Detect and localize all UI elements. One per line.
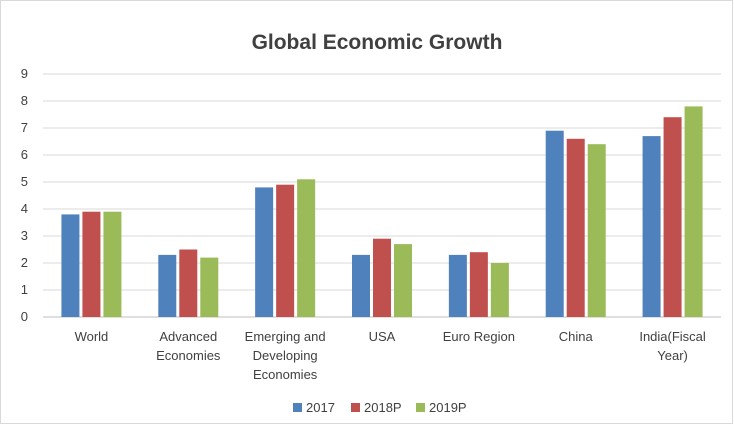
bar-2017 xyxy=(61,214,80,317)
bar-2018p xyxy=(663,117,682,317)
bar-2019p xyxy=(684,106,703,318)
x-category-label: Economies xyxy=(253,367,318,382)
bar-2018p xyxy=(179,249,198,317)
bar-2018p xyxy=(276,184,295,317)
gridlines xyxy=(43,73,721,318)
legend: 2017 2018P 2019P xyxy=(293,400,467,415)
y-tick-label: 6 xyxy=(21,147,28,162)
x-category-label: Economies xyxy=(156,348,221,363)
x-category-label: India(Fiscal xyxy=(639,329,706,344)
y-tick-label: 4 xyxy=(21,201,28,216)
bar-2017 xyxy=(545,130,564,317)
y-tick-label: 1 xyxy=(21,282,28,297)
bars xyxy=(61,106,703,318)
bar-2019p xyxy=(200,257,219,317)
y-tick-label: 9 xyxy=(21,66,28,81)
x-axis-categories: World Advanced Economies Emerging and Develo… xyxy=(75,329,706,382)
bar-2019p xyxy=(490,263,509,317)
bar-2017 xyxy=(158,254,177,317)
legend-swatch xyxy=(416,403,425,412)
bar-2017 xyxy=(255,187,274,317)
y-tick-label: 5 xyxy=(21,174,28,189)
legend-swatch xyxy=(293,403,302,412)
legend-label: 2018P xyxy=(364,400,402,415)
x-category-label: World xyxy=(75,329,109,344)
legend-label: 2017 xyxy=(306,400,335,415)
legend-label: 2019P xyxy=(429,400,467,415)
x-category-label: Advanced xyxy=(159,329,217,344)
x-category-label: Euro Region xyxy=(443,329,515,344)
bar-2017 xyxy=(642,136,661,317)
chart-title: Global Economic Growth xyxy=(252,31,503,54)
y-tick-label: 3 xyxy=(21,228,28,243)
bar-2017 xyxy=(448,254,467,317)
bar-2018p xyxy=(373,238,391,317)
y-axis-ticks: 0 1 2 3 4 5 6 7 8 9 xyxy=(21,66,28,324)
y-tick-label: 0 xyxy=(21,309,28,324)
bar-2017 xyxy=(352,254,370,317)
bar-2018p xyxy=(566,138,585,317)
bar-2018p xyxy=(469,252,488,317)
bar-2018p xyxy=(82,211,101,317)
y-tick-label: 2 xyxy=(21,255,28,270)
x-category-label: Developing xyxy=(253,348,318,363)
x-category-label: China xyxy=(559,329,594,344)
legend-swatch xyxy=(351,403,360,412)
x-category-label: USA xyxy=(369,329,396,344)
bar-2019p xyxy=(103,211,122,317)
x-category-label: Year) xyxy=(657,348,688,363)
bar-2019p xyxy=(394,244,412,317)
y-tick-label: 7 xyxy=(21,120,28,135)
bar-2019p xyxy=(587,144,606,317)
bar-2019p xyxy=(297,179,316,317)
y-tick-label: 8 xyxy=(21,93,28,108)
x-category-label: Emerging and xyxy=(245,329,326,344)
